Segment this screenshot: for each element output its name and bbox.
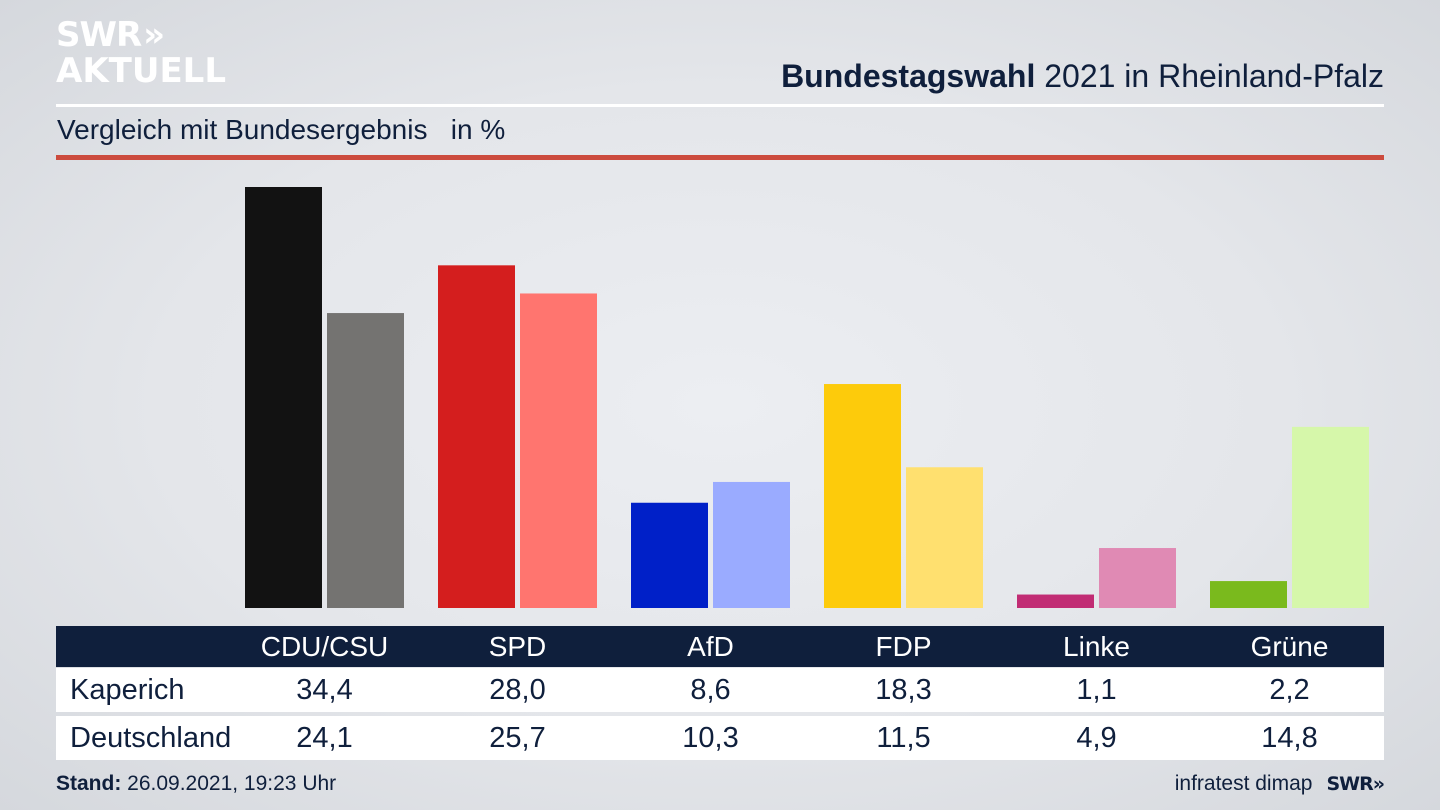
bar-kaperich-cdu-csu <box>245 187 322 608</box>
value-label: 18,3 <box>875 673 932 706</box>
bar-kaperich-grüne <box>1210 581 1287 608</box>
bar-kaperich-fdp <box>824 384 901 608</box>
title-divider <box>56 104 1384 107</box>
column-header: AfD <box>687 630 734 662</box>
timestamp: Stand: 26.09.2021, 19:23 Uhr <box>56 772 336 796</box>
results-table: CDU/CSU SPD AfD FDP Linke Grüne Kaperich 34,4… <box>56 626 1384 760</box>
value-label: 24,1 <box>296 721 353 754</box>
logo-swr-text: SWR <box>56 15 142 55</box>
swr-aktuell-logo: SWR» AKTUELL <box>56 18 226 88</box>
bar-deutschland-fdp <box>906 467 983 608</box>
value-label: 8,6 <box>690 673 731 706</box>
row-label: Kaperich <box>70 673 185 706</box>
bar-deutschland-afd <box>713 481 790 608</box>
bar-kaperich-spd <box>438 265 515 608</box>
value-label: 28,0 <box>489 673 546 706</box>
table-row-deutschland: Deutschland 24,1 25,7 10,3 11,5 4,9 14,8 <box>56 716 1384 760</box>
swr-brand-logo: SWR» <box>1326 773 1385 795</box>
page-title: Bundestagswahl 2021 in Rheinland-Pfalz <box>781 58 1384 95</box>
table-row-kaperich: Kaperich 34,4 28,0 8,6 18,3 1,1 2,2 <box>56 668 1384 712</box>
source-text: infratest dimap <box>1174 772 1313 795</box>
logo-aktuell-text: AKTUELL <box>56 51 227 91</box>
bar-deutschland-spd <box>520 293 597 608</box>
bar-kaperich-linke <box>1017 594 1094 608</box>
column-header: FDP <box>875 630 932 662</box>
stand-value: 26.09.2021, 19:23 Uhr <box>121 772 337 795</box>
bar-deutschland-cdu-csu <box>327 313 404 608</box>
bar-kaperich-afd <box>631 502 708 608</box>
subtitle-divider <box>56 155 1384 160</box>
value-label: 14,8 <box>1261 721 1318 754</box>
column-header: SPD <box>488 630 547 662</box>
value-label: 11,5 <box>876 721 931 754</box>
title-rest: 2021 in Rheinland-Pfalz <box>1035 58 1384 94</box>
column-header: Grüne <box>1250 630 1329 662</box>
value-label: 1,1 <box>1076 673 1117 706</box>
value-label: 4,9 <box>1076 721 1117 754</box>
source-credit: infratest dimap SWR» <box>1174 772 1385 796</box>
column-header: Linke <box>1063 630 1130 662</box>
value-label: 10,3 <box>682 721 739 754</box>
table-header-row: CDU/CSU SPD AfD FDP Linke Grüne <box>56 626 1384 667</box>
bar-deutschland-grüne <box>1292 426 1369 608</box>
value-label: 25,7 <box>489 721 546 754</box>
value-label: 34,4 <box>296 673 353 706</box>
bar-deutschland-linke <box>1099 548 1176 608</box>
title-bold: Bundestagswahl <box>781 58 1036 94</box>
value-label: 2,2 <box>1269 673 1310 706</box>
stand-label: Stand: <box>56 772 122 795</box>
chart-subtitle: Vergleich mit Bundesergebnis in % <box>57 114 506 145</box>
row-label: Deutschland <box>70 721 232 754</box>
column-header: CDU/CSU <box>260 630 389 662</box>
